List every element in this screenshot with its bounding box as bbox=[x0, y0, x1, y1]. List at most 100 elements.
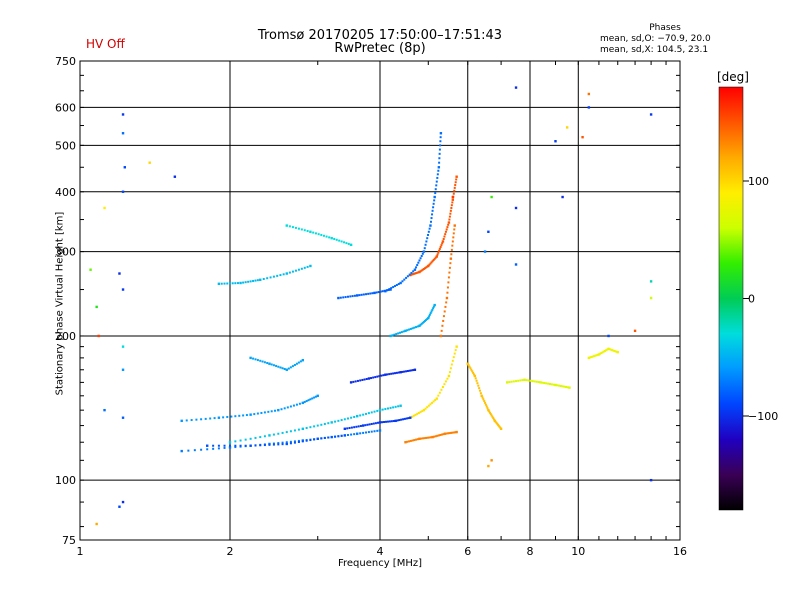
echo-trace bbox=[349, 368, 417, 384]
isolated-point bbox=[97, 334, 100, 338]
echo-point bbox=[297, 441, 300, 444]
echo-point bbox=[443, 310, 446, 313]
echo-point bbox=[482, 398, 485, 401]
echo-point bbox=[365, 412, 368, 415]
echo-point bbox=[416, 438, 419, 441]
echo-point bbox=[394, 285, 397, 288]
echo-point bbox=[390, 372, 393, 375]
echo-point bbox=[442, 433, 445, 436]
echo-point bbox=[433, 199, 436, 202]
echo-point bbox=[359, 379, 362, 382]
echo-point bbox=[309, 426, 312, 429]
echo-point bbox=[431, 213, 434, 216]
echo-point bbox=[389, 288, 392, 291]
echo-point bbox=[259, 278, 262, 281]
echo-point bbox=[412, 369, 415, 372]
hv-status: HV Off bbox=[86, 37, 125, 51]
echo-trace bbox=[587, 347, 619, 360]
echo-point bbox=[446, 432, 449, 435]
echo-point bbox=[376, 421, 379, 424]
echo-point bbox=[392, 420, 395, 423]
echo-point bbox=[429, 403, 432, 406]
echo-point bbox=[249, 280, 252, 283]
echo-point bbox=[365, 377, 368, 380]
isolated-echoes bbox=[89, 86, 653, 526]
echo-point bbox=[206, 448, 209, 451]
echo-point bbox=[484, 403, 487, 406]
echo-point bbox=[490, 414, 493, 417]
y-tick-label: 200 bbox=[55, 330, 76, 343]
x-tick-label: 1 bbox=[77, 545, 84, 558]
echo-point bbox=[447, 374, 451, 378]
isolated-point bbox=[121, 416, 125, 419]
echo-point bbox=[277, 365, 280, 368]
echo-point bbox=[335, 238, 338, 241]
echo-point bbox=[390, 287, 393, 290]
echo-point bbox=[450, 253, 453, 256]
echo-point bbox=[429, 220, 432, 223]
echo-point bbox=[352, 380, 355, 383]
echo-point bbox=[449, 431, 452, 434]
echo-point bbox=[430, 310, 433, 313]
echo-point bbox=[317, 233, 320, 236]
echo-point bbox=[297, 439, 300, 442]
echo-point bbox=[270, 410, 273, 413]
echo-point bbox=[422, 408, 426, 412]
echo-point bbox=[289, 440, 292, 443]
echo-point bbox=[444, 305, 447, 308]
echo-point bbox=[512, 380, 515, 383]
echo-point bbox=[425, 436, 428, 439]
echo-point bbox=[370, 377, 373, 380]
echo-point bbox=[435, 180, 438, 183]
echo-point bbox=[387, 288, 390, 291]
isolated-point bbox=[483, 250, 487, 253]
echo-point bbox=[230, 415, 233, 418]
echo-point bbox=[442, 319, 445, 322]
echo-point bbox=[294, 226, 297, 229]
echo-point bbox=[306, 265, 309, 268]
x-axis-label: Frequency [MHz] bbox=[337, 558, 423, 569]
echo-point bbox=[433, 435, 436, 438]
echo-point bbox=[489, 413, 492, 416]
echo-point bbox=[229, 444, 231, 447]
echo-point bbox=[415, 438, 418, 441]
echo-point bbox=[303, 400, 306, 403]
echo-point bbox=[383, 289, 386, 292]
echo-point bbox=[297, 361, 300, 364]
echo-point bbox=[193, 449, 196, 452]
echo-point bbox=[492, 417, 495, 420]
echo-point bbox=[312, 231, 315, 234]
echo-point bbox=[259, 436, 262, 439]
x-axis-ticks: 1 2 4 6 8 10 16 bbox=[77, 61, 687, 558]
echo-point bbox=[415, 272, 418, 275]
echo-point bbox=[481, 396, 484, 399]
x-tick-label: 6 bbox=[464, 545, 471, 558]
echo-point bbox=[433, 257, 436, 260]
echo-point bbox=[440, 433, 443, 436]
echo-point bbox=[234, 415, 237, 418]
echo-point bbox=[561, 385, 564, 388]
echo-point bbox=[388, 373, 391, 376]
echo-point bbox=[407, 417, 410, 420]
echo-point bbox=[330, 421, 333, 424]
echo-point bbox=[413, 268, 417, 271]
echo-point bbox=[451, 244, 454, 247]
echo-point bbox=[239, 444, 242, 447]
echo-point bbox=[449, 367, 452, 370]
echo-point bbox=[469, 367, 472, 370]
echo-point bbox=[448, 271, 451, 274]
echo-point bbox=[274, 409, 277, 412]
echo-point bbox=[343, 418, 346, 421]
echo-point bbox=[244, 281, 247, 284]
echo-point bbox=[592, 355, 595, 358]
echo-point bbox=[254, 436, 257, 439]
echo-point bbox=[285, 368, 288, 371]
echo-point bbox=[388, 420, 391, 423]
echo-point bbox=[281, 431, 284, 434]
echo-point bbox=[378, 408, 382, 412]
echo-point bbox=[261, 360, 264, 363]
y-tick-label: 750 bbox=[55, 55, 76, 68]
echo-point bbox=[365, 431, 368, 434]
echo-point bbox=[330, 436, 333, 439]
echo-point bbox=[337, 435, 340, 438]
